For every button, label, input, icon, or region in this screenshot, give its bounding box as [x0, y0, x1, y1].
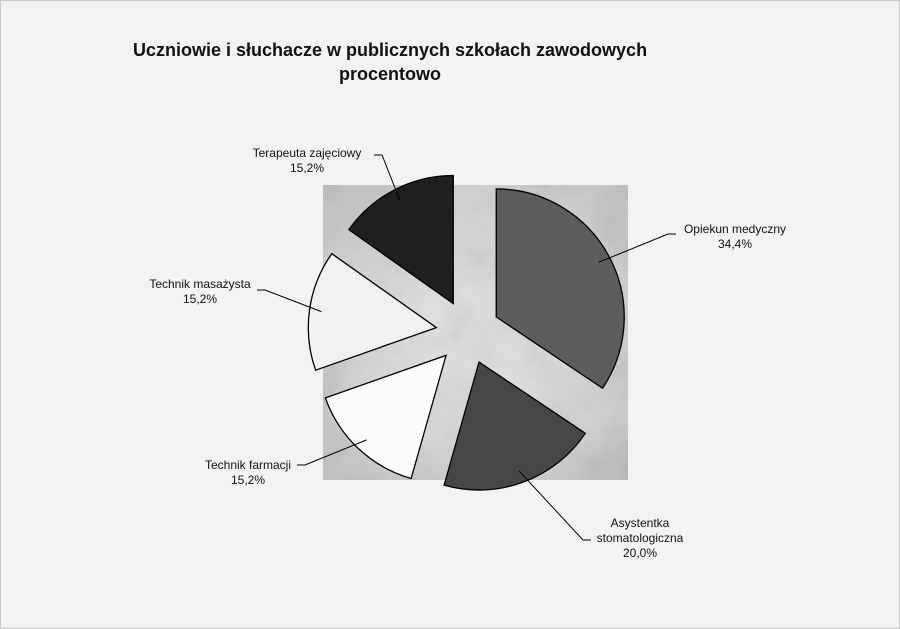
chart-title: Uczniowie i słuchacze w publicznych szko…	[132, 40, 648, 84]
pie-slice	[307, 252, 438, 372]
slice-value: 15,2%	[182, 292, 218, 306]
slice-label: Opiekun medyczny	[683, 222, 787, 236]
slice-label: Technik masażysta	[149, 277, 251, 291]
pie-slice	[495, 188, 625, 390]
leader-line	[518, 470, 591, 541]
leader-line	[598, 233, 676, 263]
slice-value: 15,2%	[230, 473, 266, 487]
slice-value: 20,0%	[622, 546, 658, 560]
slice-label: Terapeuta zajęciowy	[252, 146, 362, 160]
pie-slice	[443, 361, 587, 491]
pie-slice	[347, 174, 454, 305]
slice-value: 34,4%	[717, 237, 753, 251]
slice-value: 15,2%	[289, 161, 325, 175]
pie-slice	[324, 354, 448, 480]
leader-line	[257, 289, 322, 313]
slice-label: Asystentka stomatologiczna	[596, 516, 684, 545]
leader-line	[374, 154, 401, 201]
slice-label: Technik farmacji	[204, 458, 292, 472]
leader-line	[297, 439, 367, 466]
